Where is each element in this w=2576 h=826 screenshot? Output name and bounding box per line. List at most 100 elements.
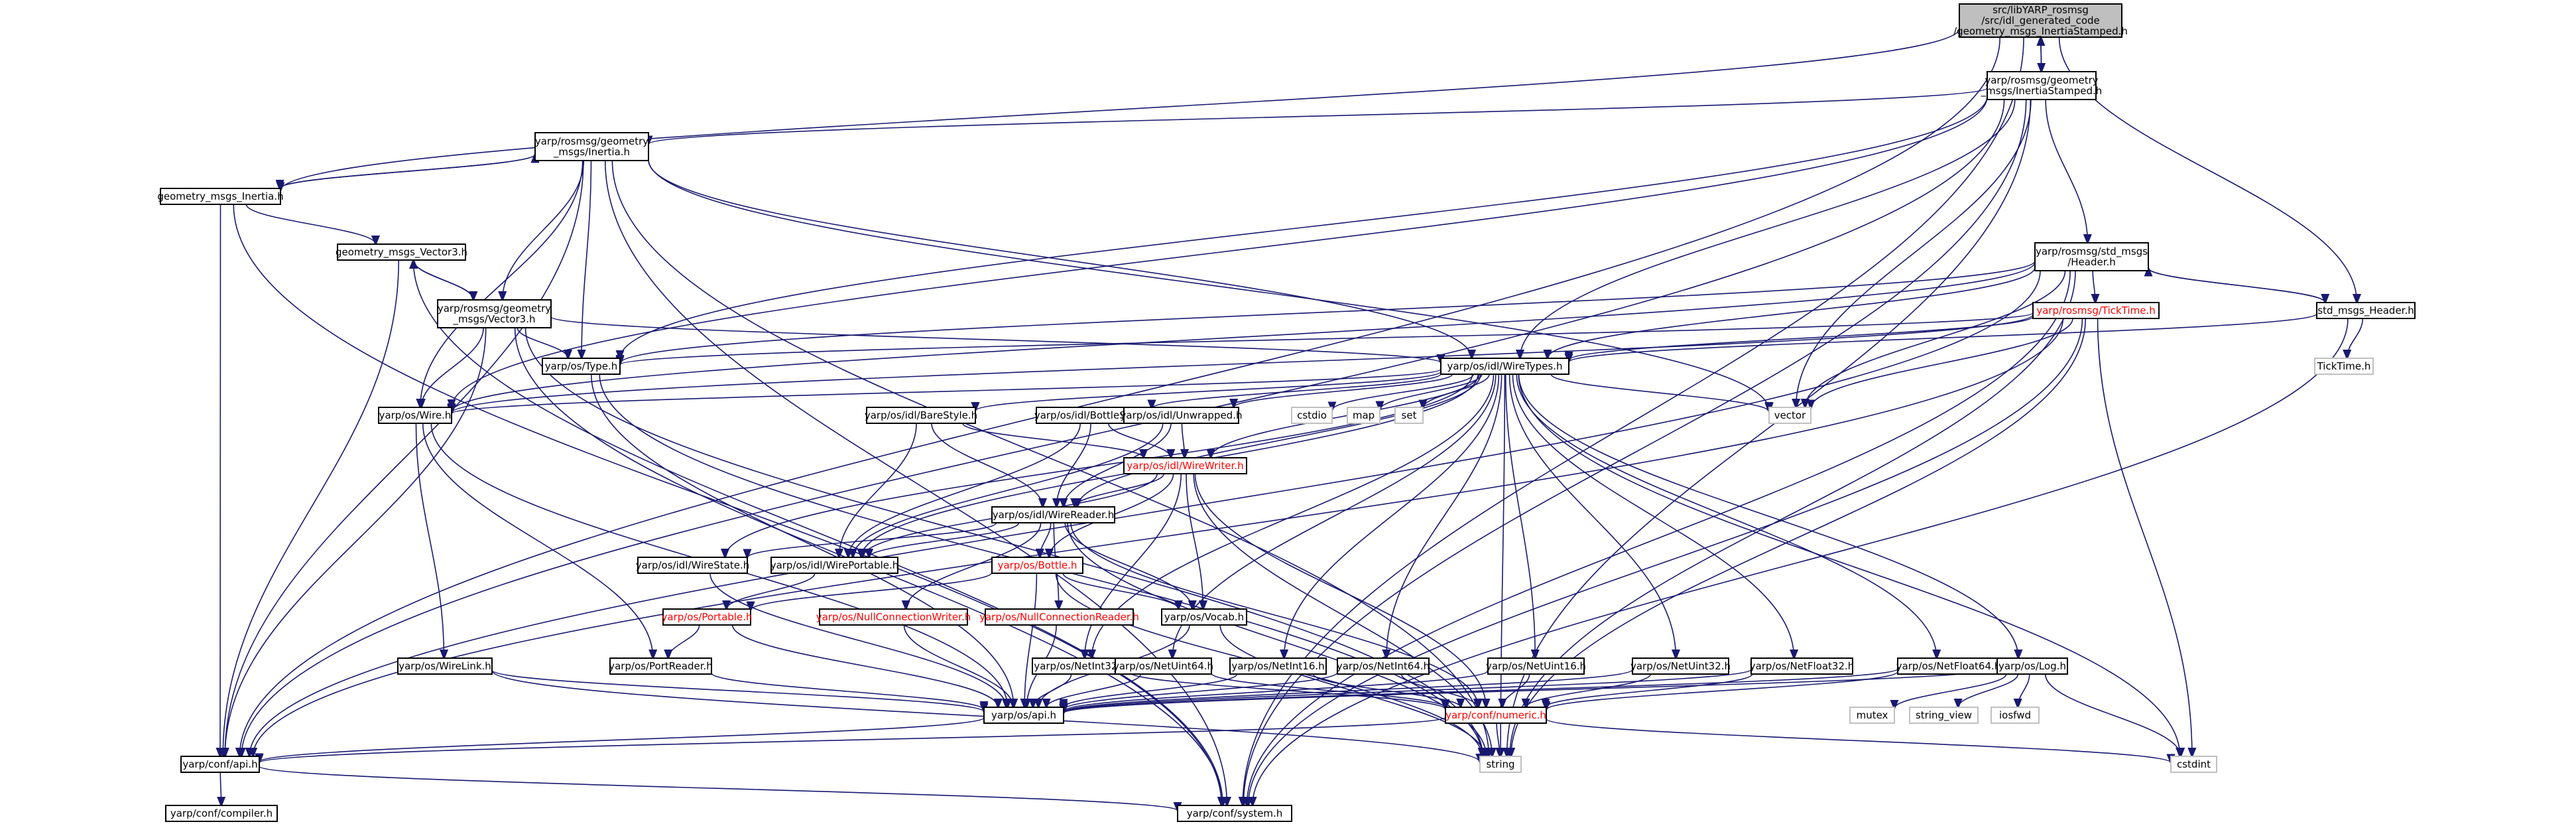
node-label: yarp/os/NetInt32.h: [1034, 660, 1127, 672]
node-label: yarp/os/Portable.h: [662, 611, 753, 623]
node-label: yarp/os/NetInt64.h: [1337, 660, 1430, 672]
node-label: yarp/conf/compiler.h: [170, 807, 273, 819]
node-mutex[interactable]: mutex: [1849, 707, 1895, 724]
node-std-header[interactable]: yarp/rosmsg/std_msgs/Header.h: [2034, 242, 2149, 271]
node-inertia-stamped[interactable]: yarp/rosmsg/geometry_msgs/InertiaStamped…: [1981, 71, 2103, 100]
node-label: mutex: [1857, 709, 1888, 721]
node-label: yarp/conf/api.h: [182, 758, 257, 770]
node-label: yarp/conf/numeric.h: [1445, 709, 1546, 721]
node-log[interactable]: yarp/os/Log.h: [1996, 657, 2068, 675]
node-box: [819, 608, 968, 626]
node-type[interactable]: yarp/os/Type.h: [542, 358, 621, 375]
edge-inertia_stamped-to-conf_api: [241, 99, 2005, 756]
edge-ticktime-to-conf_api: [253, 318, 2064, 756]
node-label: /src/idl_generated_code: [1981, 15, 2100, 27]
node-numeric[interactable]: yarp/conf/numeric.h: [1445, 707, 1547, 724]
node-box: [2316, 302, 2416, 319]
node-box: [770, 557, 898, 574]
node-cstdio[interactable]: cstdio: [1291, 407, 1333, 424]
node-wireportable[interactable]: yarp/os/idl/WirePortable.h: [770, 557, 899, 574]
node-inertia[interactable]: yarp/rosmsg/geometry_msgs/Inertia.h: [534, 132, 649, 161]
node-box: [1479, 756, 1522, 773]
node-api[interactable]: yarp/os/api.h: [983, 707, 1064, 724]
node-wirelink[interactable]: yarp/os/WireLink.h: [397, 657, 493, 675]
node-wirestate[interactable]: yarp/os/idl/WireState.h: [636, 557, 749, 574]
node-set[interactable]: set: [1394, 407, 1424, 424]
node-label: yarp/os/idl/WireTypes.h: [1447, 360, 1562, 372]
node-box: [180, 756, 260, 773]
edge-wiretypes-to-log: [1518, 374, 2018, 658]
node-wirereader[interactable]: yarp/os/idl/WireReader.h: [991, 506, 1115, 523]
node-box: [1487, 657, 1585, 675]
node-label: _msgs/Vector3.h: [453, 313, 536, 326]
node-portable[interactable]: yarp/os/Portable.h: [662, 608, 753, 626]
node-gm-inertia[interactable]: geometry_msgs_Inertia.h: [157, 188, 284, 205]
edge-ticktime-to-cstdint: [2097, 318, 2192, 756]
node-label: yarp/os/NullConnectionReader.h: [979, 611, 1139, 623]
edge-gm_vector3-to-system: [412, 259, 1223, 805]
node-gm-vector3[interactable]: geometry_msgs_Vector3.h: [336, 243, 467, 261]
node-netint32[interactable]: yarp/os/NetInt32.h: [1032, 657, 1129, 675]
edge-inertia_stamped-to-std_header: [2045, 99, 2087, 243]
node-vector3[interactable]: yarp/rosmsg/geometry_msgs/Vector3.h: [437, 299, 552, 328]
node-unwrapped[interactable]: yarp/os/idl/Unwrapped.h: [1121, 407, 1243, 424]
edge-barestyle-to-wirewriter: [962, 423, 1144, 458]
node-netfloat32[interactable]: yarp/os/NetFloat32.h: [1750, 657, 1855, 675]
node-ticktime-h[interactable]: TickTime.h: [2314, 358, 2374, 375]
node-box: [1123, 457, 1247, 474]
node-conf-api[interactable]: yarp/conf/api.h: [180, 756, 260, 773]
node-box: [2034, 242, 2149, 271]
node-ticktime[interactable]: yarp/rosmsg/TickTime.h: [2032, 302, 2160, 319]
node-wirewriter[interactable]: yarp/os/idl/WireWriter.h: [1123, 457, 1247, 474]
node-bottle[interactable]: yarp/os/Bottle.h: [991, 557, 1083, 574]
node-netuint64[interactable]: yarp/os/NetUint64.h: [1113, 657, 1213, 675]
node-map[interactable]: map: [1347, 407, 1380, 424]
node-nullwriter[interactable]: yarp/os/NullConnectionWriter.h: [816, 608, 971, 626]
edge-wiretypes-to-cstdint: [1518, 374, 2179, 756]
edge-vector3-to-wire: [421, 327, 484, 407]
node-box: [1445, 707, 1547, 724]
edge-vector3-to-type: [517, 327, 568, 358]
node-barestyle[interactable]: yarp/os/idl/BareStyle.h: [865, 407, 977, 424]
edge-wirewriter-to-wirereader: [1075, 473, 1165, 507]
node-vocab[interactable]: yarp/os/Vocab.h: [1161, 608, 1247, 626]
edge-inertia-to-wiretypes: [648, 160, 1472, 358]
node-netuint32[interactable]: yarp/os/NetUint32.h: [1630, 657, 1731, 675]
edge-ticktime-to-system: [1249, 318, 2083, 805]
node-label: yarp/os/api.h: [991, 709, 1056, 721]
node-label: yarp/os/idl/WireState.h: [636, 559, 749, 571]
node-box: [985, 608, 1134, 626]
node-string-view[interactable]: string_view: [1909, 707, 1979, 724]
node-vector[interactable]: vector: [1768, 407, 1811, 424]
node-box: [1394, 407, 1424, 424]
node-box: [2170, 756, 2217, 773]
node-wiretypes[interactable]: yarp/os/idl/WireTypes.h: [1440, 358, 1569, 375]
edge-conf_api-to-system: [259, 766, 1178, 811]
node-system[interactable]: yarp/conf/system.h: [1177, 805, 1292, 822]
node-netint16[interactable]: yarp/os/NetInt16.h: [1229, 657, 1327, 675]
node-label: yarp/os/Type.h: [545, 360, 618, 372]
edge-netfloat64-to-api: [1064, 668, 1898, 713]
node-netint64[interactable]: yarp/os/NetInt64.h: [1337, 657, 1430, 675]
node-string[interactable]: string: [1479, 756, 1522, 773]
node-root[interactable]: src/libYARP_rosmsg/src/idl_generated_cod…: [1953, 3, 2128, 38]
node-box: [397, 657, 493, 675]
node-label: /geometry_msgs_InertiaStamped.h: [1953, 25, 2128, 38]
node-compiler[interactable]: yarp/conf/compiler.h: [165, 805, 278, 822]
edge-inertia-to-vector: [648, 159, 1769, 411]
node-netuint16[interactable]: yarp/os/NetUint16.h: [1486, 657, 1586, 675]
node-std-msgs-header[interactable]: std_msgs_Header.h: [2316, 302, 2416, 319]
edge-gm_inertia-to-inertia: [279, 154, 535, 189]
edge-unwrapped-to-wirereader: [1064, 423, 1172, 507]
node-nullreader[interactable]: yarp/os/NullConnectionReader.h: [979, 608, 1139, 626]
node-cstdint[interactable]: cstdint: [2170, 756, 2217, 773]
edge-conf_api-to-compiler: [220, 772, 221, 805]
node-portreader[interactable]: yarp/os/PortReader.h: [609, 657, 713, 675]
edge-wirereader-to-bottle: [1040, 522, 1052, 557]
node-wire[interactable]: yarp/os/Wire.h: [378, 407, 452, 424]
edge-wiretypes-to-netint16: [1284, 374, 1500, 658]
node-label: yarp/os/Log.h: [1998, 660, 2066, 672]
edge-inertia_stamped-to-type: [620, 96, 1988, 359]
node-iosfwd[interactable]: iosfwd: [1991, 707, 2040, 724]
node-netfloat64[interactable]: yarp/os/NetFloat64.h: [1896, 657, 2001, 675]
